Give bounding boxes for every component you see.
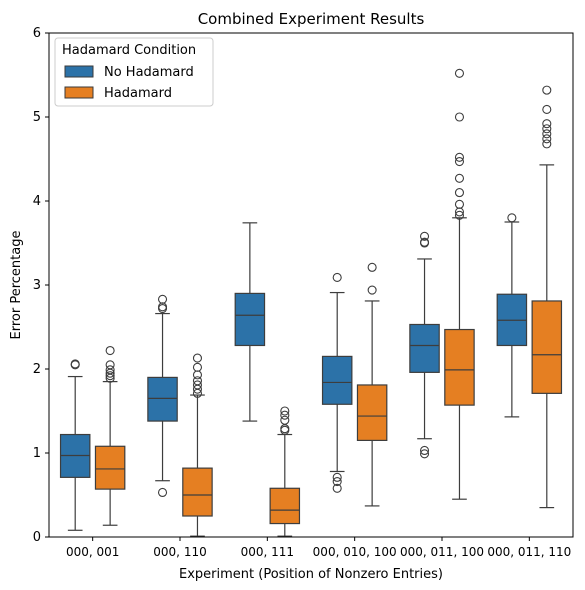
y-tick-label: 2 (33, 362, 41, 377)
outlier-point (542, 85, 552, 95)
outlier-point (542, 119, 552, 129)
box-group-hadamard-1 (94, 345, 126, 526)
outlier-point (454, 199, 465, 209)
y-tick-label: 1 (33, 446, 41, 461)
outlier-point (157, 294, 168, 304)
outlier-point (157, 487, 168, 498)
x-tick-label: 000, 011, 110 (487, 545, 571, 559)
outlier-point (332, 477, 342, 487)
box-iqr (182, 467, 213, 517)
legend: Hadamard Condition No Hadamard Hadamard (54, 37, 214, 107)
outlier-point (419, 449, 430, 459)
box-iqr (147, 376, 178, 422)
y-tick-label: 4 (33, 194, 41, 209)
outlier-point (332, 472, 342, 482)
outlier-point (542, 134, 552, 144)
outlier-point (454, 188, 465, 198)
outlier-point (105, 371, 115, 381)
box-group-no-hadamard-2 (147, 294, 178, 498)
chart-title: Combined Experiment Results (198, 10, 425, 28)
y-tick-label: 3 (33, 278, 41, 293)
outlier-point (105, 360, 115, 370)
outlier-point (542, 139, 552, 149)
box-group-no-hadamard-6 (496, 213, 528, 418)
box-iqr (234, 292, 266, 347)
y-tick-label: 0 (33, 530, 41, 545)
legend-swatch-no-hadamard (64, 65, 94, 78)
axes-frame (48, 32, 574, 538)
outlier-point (105, 365, 115, 375)
plot-area: 0 1 2 3 4 5 6 000, 001 000, 110 000, 111 000, 010,… (33, 26, 574, 559)
outlier-point (192, 353, 203, 363)
outlier-point (192, 362, 203, 372)
outlier-point (105, 345, 115, 356)
outlier-point (507, 213, 517, 223)
outlier-point (542, 124, 552, 134)
outlier-point (419, 237, 430, 247)
x-tick-label: 000, 110 (153, 545, 206, 559)
x-tick-label: 000, 001 (66, 545, 119, 559)
outlier-point (280, 406, 290, 416)
outlier-point (542, 104, 552, 114)
outlier-point (192, 370, 203, 380)
outlier-point (454, 68, 465, 78)
box-iqr (531, 300, 563, 394)
outlier-point (332, 272, 342, 282)
legend-title: Hadamard Condition (62, 43, 196, 58)
legend-swatch-hadamard (64, 86, 94, 99)
legend-label-no-hadamard: No Hadamard (104, 65, 194, 80)
outlier-point (454, 152, 465, 162)
box-iqr (321, 355, 353, 405)
box-iqr (94, 445, 126, 490)
x-tick-label: 000, 111 (241, 545, 294, 559)
outlier-point (280, 410, 290, 420)
legend-label-hadamard: Hadamard (104, 86, 172, 101)
outlier-point (542, 129, 552, 139)
box-group-no-hadamard-4 (321, 272, 353, 493)
outlier-point (367, 262, 377, 272)
box-group-no-hadamard-3 (234, 222, 266, 422)
box-group-no-hadamard-1 (59, 359, 91, 531)
outlier-point (454, 156, 465, 167)
outlier-point (280, 415, 290, 425)
box-iqr (356, 384, 388, 441)
box-iqr (269, 487, 301, 525)
box-iqr (409, 323, 440, 373)
box-group-hadamard-6 (531, 85, 563, 509)
box-iqr (444, 328, 475, 406)
x-tick-label: 000, 011, 100 (400, 545, 484, 559)
x-tick-label: 000, 010, 100 (313, 545, 397, 559)
outlier-point (192, 380, 203, 390)
box-group-hadamard-2 (182, 353, 213, 537)
outlier-point (332, 483, 342, 493)
outlier-point (419, 231, 430, 241)
y-tick-label: 5 (33, 110, 41, 125)
outlier-point (419, 445, 430, 456)
y-tick-label: 6 (33, 26, 41, 41)
outlier-point (454, 112, 465, 122)
box-group-hadamard-3 (269, 406, 301, 537)
outlier-point (367, 285, 377, 295)
y-axis-label: Error Percentage (9, 231, 24, 340)
box-group-hadamard-4 (356, 262, 388, 507)
box-group-hadamard-5 (444, 68, 475, 500)
outlier-point (192, 376, 203, 386)
x-axis-label: Experiment (Position of Nonzero Entries) (179, 567, 443, 582)
outlier-point (454, 173, 465, 183)
outlier-point (454, 210, 465, 220)
legend-frame (54, 37, 214, 107)
outlier-point (70, 359, 80, 369)
box-group-no-hadamard-5 (409, 231, 440, 459)
